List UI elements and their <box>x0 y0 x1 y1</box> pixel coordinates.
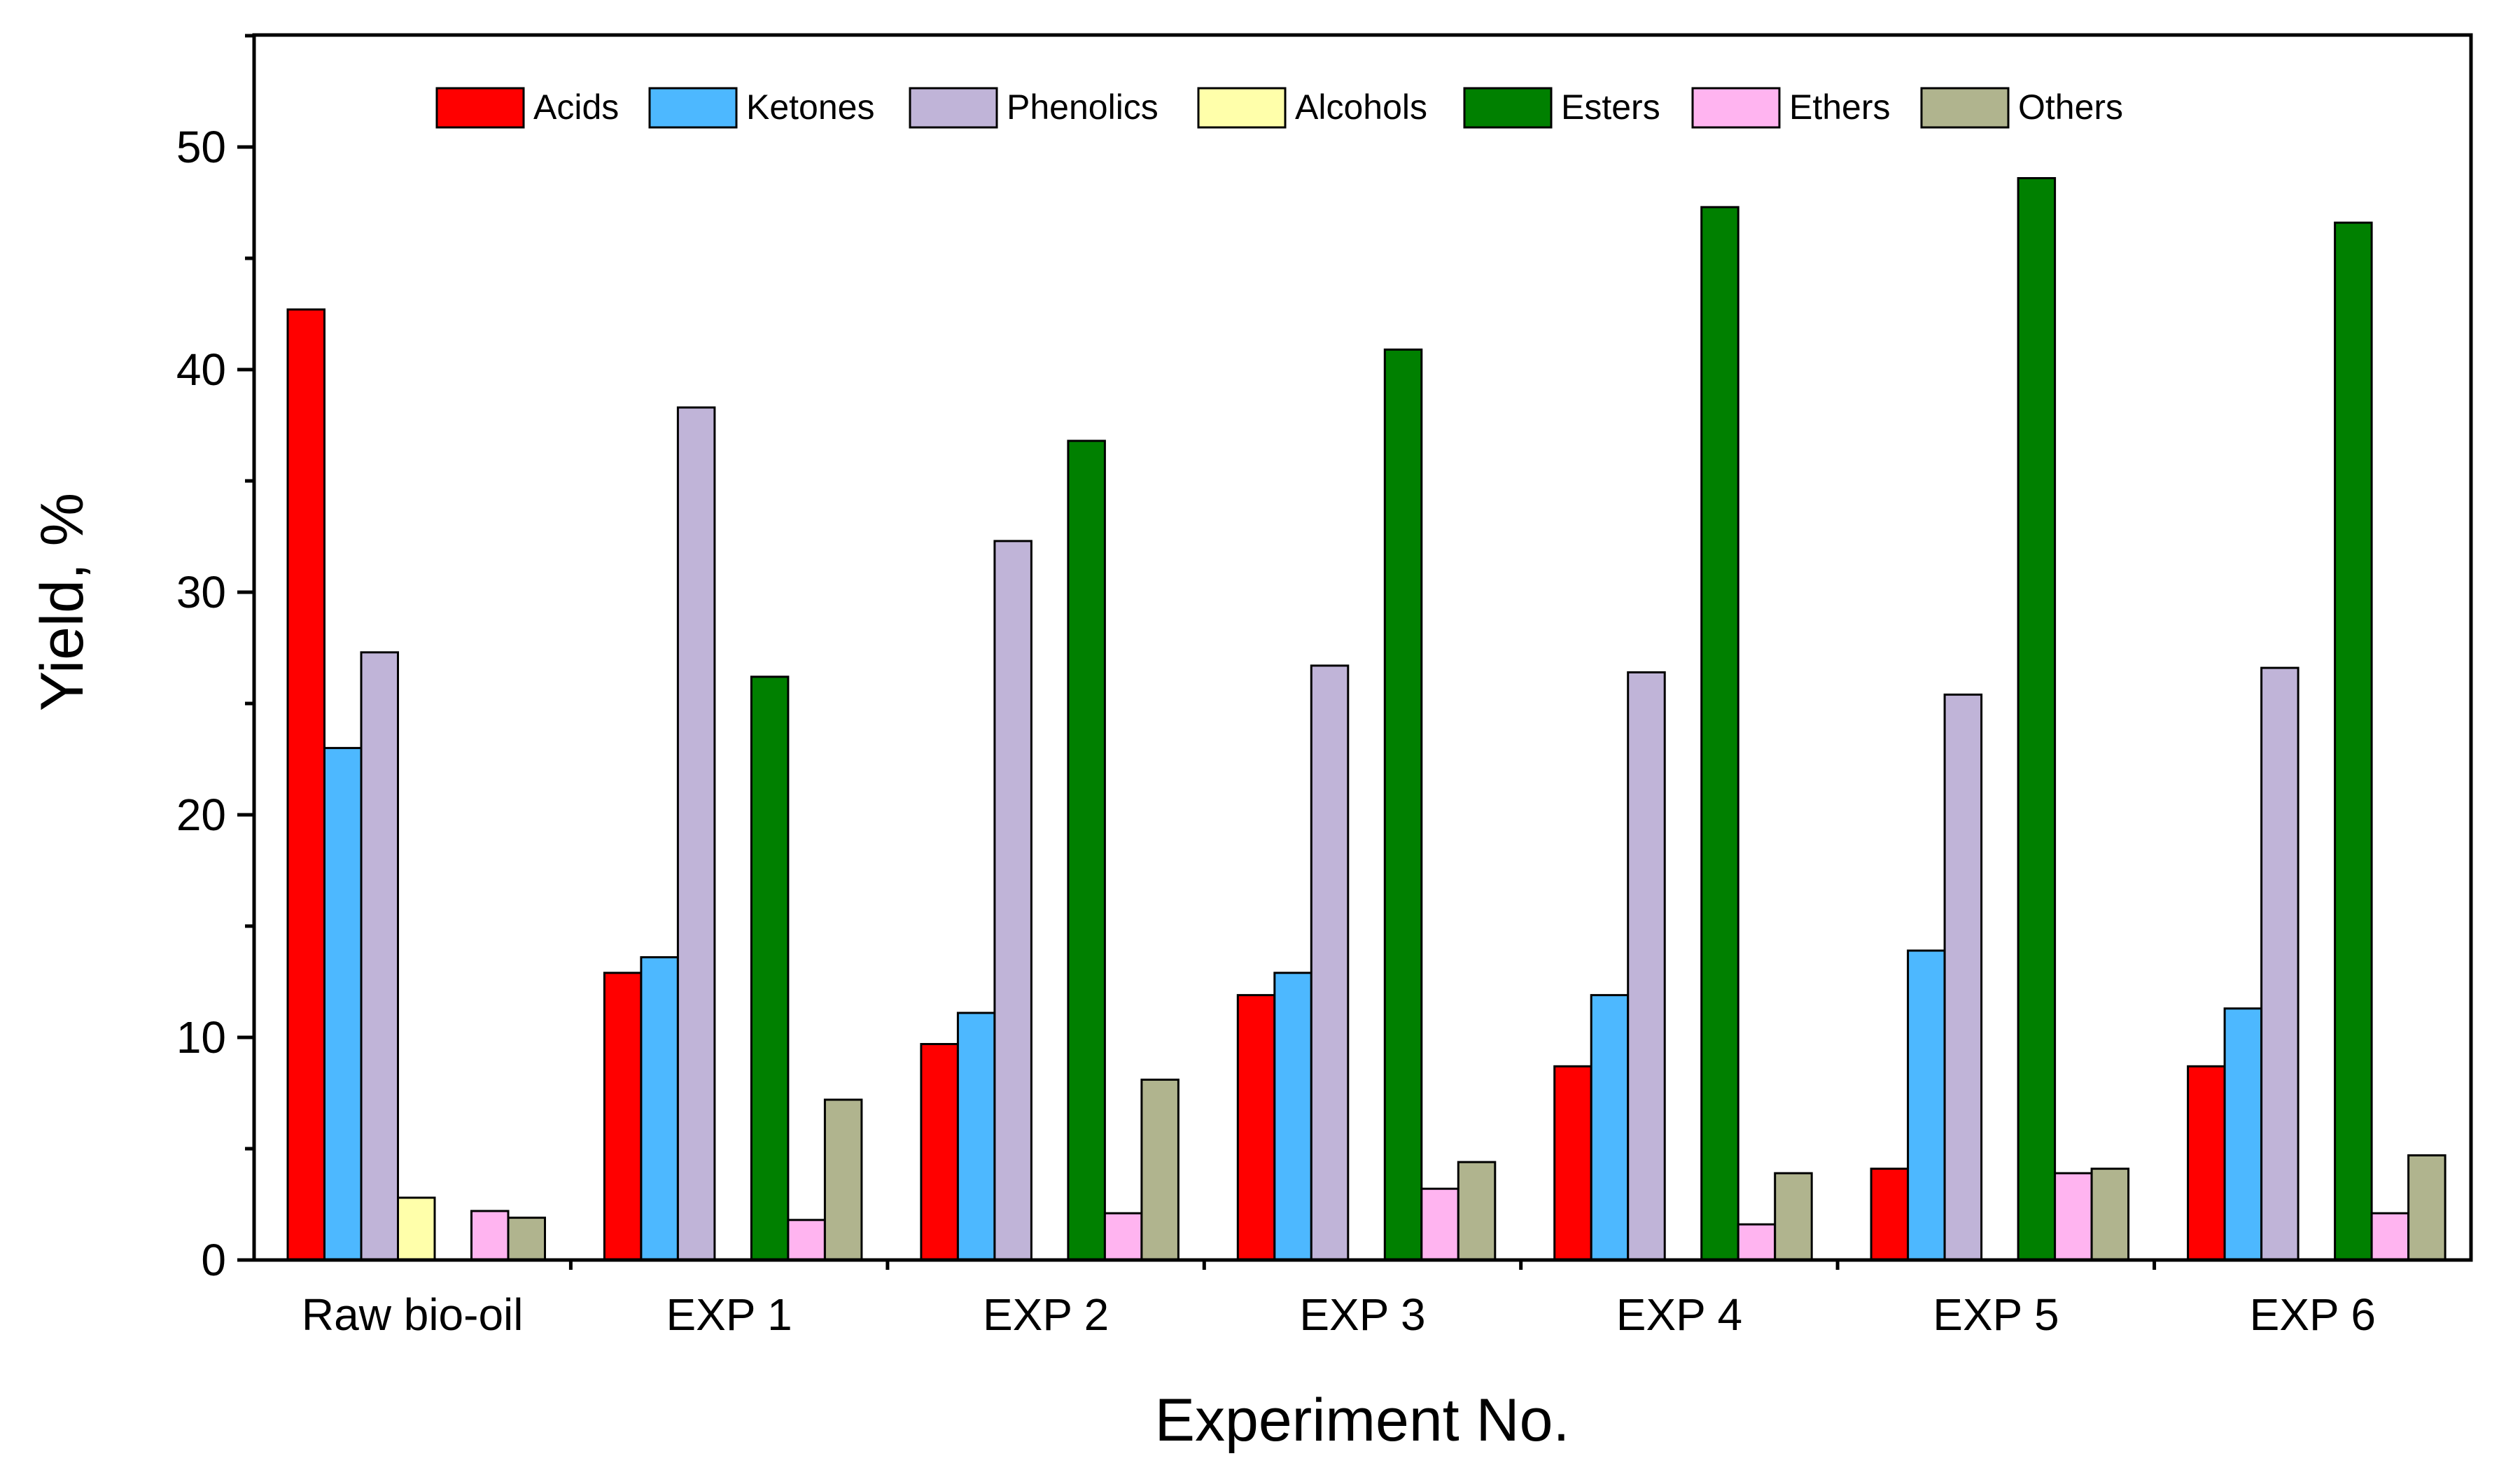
bar-phenolics-exp-5 <box>1943 693 1983 1261</box>
bar-acids-exp-6 <box>2187 1065 2226 1261</box>
bar-ketones-exp-1 <box>640 956 679 1261</box>
y-tick-label-50: 50 <box>176 122 226 172</box>
bar-phenolics-exp-3 <box>1310 664 1350 1261</box>
bar-acids-raw-bio-oil <box>286 308 326 1261</box>
bar-phenolics-exp-6 <box>2260 666 2300 1261</box>
bar-ethers-raw-bio-oil <box>470 1210 510 1261</box>
bar-ethers-exp-6 <box>2370 1212 2410 1261</box>
legend-swatch-ketones <box>648 87 738 129</box>
x-axis-title: Experiment No. <box>1155 1387 1570 1454</box>
bar-others-exp-6 <box>2407 1154 2446 1261</box>
x-tick-label-exp-4: EXP 4 <box>1616 1289 1742 1340</box>
bar-others-raw-bio-oil <box>507 1217 546 1261</box>
x-tick-label-exp-3: EXP 3 <box>1299 1289 1425 1340</box>
legend-swatch-esters <box>1463 87 1553 129</box>
bar-ketones-exp-4 <box>1590 994 1630 1261</box>
bar-acids-exp-3 <box>1236 994 1276 1261</box>
legend: Acids Ketones Phenolics Alcohols Esters Ether… <box>435 87 2123 129</box>
legend-label-ethers: Ethers <box>1789 88 1891 127</box>
legend-label-phenolics: Phenolics <box>1007 88 1158 127</box>
axis-ticks <box>237 34 2157 1270</box>
x-tick-label-exp-1: EXP 1 <box>666 1289 792 1340</box>
y-tick-label-40: 40 <box>176 344 226 395</box>
x-tick-label-raw-bio-oil: Raw bio-oil <box>302 1289 524 1340</box>
legend-swatch-alcohols <box>1197 87 1287 129</box>
x-tick-labels: Raw bio-oil EXP 1 EXP 2 EXP 3 EXP 4 EXP 5 EXP … <box>302 1289 2376 1340</box>
bar-others-exp-5 <box>2090 1168 2130 1261</box>
bar-phenolics-raw-bio-oil <box>360 651 399 1261</box>
bar-others-exp-2 <box>1140 1078 1180 1261</box>
bar-ketones-exp-5 <box>1907 949 1946 1261</box>
bar-ethers-exp-1 <box>787 1219 826 1261</box>
legend-swatch-others <box>1920 87 2010 129</box>
bar-others-exp-3 <box>1457 1161 1497 1261</box>
bar-phenolics-exp-4 <box>1627 671 1666 1261</box>
legend-swatch-ethers <box>1691 87 1781 129</box>
y-tick-label-0: 0 <box>201 1235 226 1285</box>
legend-label-alcohols: Alcohols <box>1295 88 1427 127</box>
legend-label-others: Others <box>2018 88 2123 127</box>
plot-area-frame <box>252 33 2473 1262</box>
bar-acids-exp-5 <box>1870 1168 1910 1261</box>
bar-esters-exp-4 <box>1700 206 1740 1261</box>
y-tick-label-30: 30 <box>176 567 226 617</box>
bars-layer <box>286 177 2446 1261</box>
bar-acids-exp-4 <box>1553 1065 1592 1261</box>
bar-esters-exp-2 <box>1067 440 1106 1261</box>
bar-phenolics-exp-1 <box>676 406 716 1261</box>
bar-phenolics-exp-2 <box>993 540 1032 1261</box>
bar-acids-exp-2 <box>920 1043 959 1261</box>
bar-alcohols-raw-bio-oil <box>397 1196 436 1261</box>
bar-esters-exp-6 <box>2334 221 2373 1261</box>
y-tick-label-20: 20 <box>176 790 226 840</box>
bar-ketones-raw-bio-oil <box>323 747 363 1261</box>
bar-ethers-exp-2 <box>1103 1212 1143 1261</box>
legend-label-acids: Acids <box>533 88 619 127</box>
bar-ethers-exp-3 <box>1420 1187 1460 1261</box>
legend-label-ketones: Ketones <box>746 88 874 127</box>
bar-ketones-exp-3 <box>1273 972 1312 1261</box>
x-tick-label-exp-5: EXP 5 <box>1933 1289 2059 1340</box>
legend-swatch-phenolics <box>909 87 998 129</box>
bar-others-exp-1 <box>823 1098 863 1261</box>
bar-ketones-exp-2 <box>956 1011 996 1261</box>
y-tick-labels: 0 10 20 30 40 50 <box>176 122 226 1285</box>
legend-label-esters: Esters <box>1561 88 1660 127</box>
y-axis-title: Yield, % <box>29 493 96 711</box>
bar-acids-exp-1 <box>603 972 643 1261</box>
bar-esters-exp-1 <box>750 676 790 1261</box>
bar-others-exp-4 <box>1774 1172 1813 1261</box>
bar-ethers-exp-5 <box>2054 1172 2093 1261</box>
bar-ketones-exp-6 <box>2223 1007 2263 1261</box>
bar-esters-exp-3 <box>1383 348 1423 1261</box>
x-tick-label-exp-2: EXP 2 <box>983 1289 1109 1340</box>
bar-ethers-exp-4 <box>1737 1223 1777 1261</box>
y-tick-label-10: 10 <box>176 1012 226 1063</box>
x-tick-label-exp-6: EXP 6 <box>2250 1289 2376 1340</box>
bar-esters-exp-5 <box>2017 177 2057 1261</box>
legend-swatch-acids <box>435 87 525 129</box>
